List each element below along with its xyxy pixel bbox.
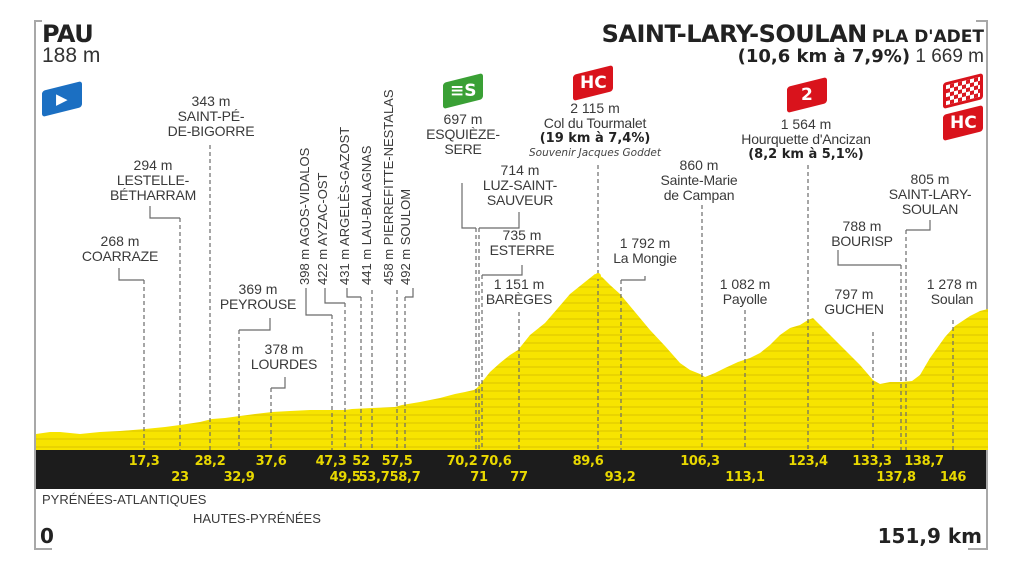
frame-corner <box>34 548 52 550</box>
finish-summit: PLA D'ADET <box>871 27 984 47</box>
label-esterre: 735 m ESTERRE <box>489 227 555 258</box>
km-marker: 93,2 <box>604 470 636 485</box>
frame-corner <box>968 548 988 550</box>
km-marker: 71 <box>470 470 488 485</box>
frame-corner <box>976 20 988 22</box>
label-ayzac-ost: 422 m AYZAC-OST <box>315 172 330 285</box>
distance-start: 0 <box>40 524 54 548</box>
leader-connectors <box>118 183 931 389</box>
start-altitude: 188 m <box>42 44 101 67</box>
km-marker: 123,4 <box>788 454 828 469</box>
km-marker: 53,7 <box>358 470 390 485</box>
label-la-mongie: 1 792 m La Mongie <box>613 235 677 266</box>
km-marker: 138,7 <box>904 454 944 469</box>
finish-climb: (10,6 km à 7,9%) <box>737 46 911 67</box>
region-hautes-pyrenees: HAUTES-PYRÉNÉES <box>193 511 321 526</box>
km-marker: 113,1 <box>725 470 765 485</box>
label-pierrefitte: 458 m PIERREFITTE-NESTALAS <box>381 89 396 285</box>
label-peyrouse: 369 m PEYROUSE <box>219 281 297 312</box>
km-marker: 58,7 <box>389 470 421 485</box>
label-coarraze: 268 m COARRAZE <box>81 233 159 264</box>
km-marker: 32,9 <box>223 470 255 485</box>
label-guchen: 797 m GUCHEN <box>824 286 884 317</box>
label-saint-lary-soulan: 805 m SAINT-LARY- SOULAN <box>888 171 972 217</box>
km-marker: 133,3 <box>852 454 892 469</box>
km-marker: 28,2 <box>194 454 226 469</box>
distance-total: 151,9 km <box>877 524 982 548</box>
label-agos-vidalos: 398 m AGOS-VIDALOS <box>297 147 312 285</box>
label-tourmalet: 2 115 m Col du Tourmalet (19 km à 7,4%) Sou… <box>528 100 662 160</box>
km-marker: 89,6 <box>572 454 604 469</box>
km-marker: 77 <box>510 470 528 485</box>
km-marker: 49,5 <box>329 470 361 485</box>
summit-dot <box>595 273 601 279</box>
label-payolle: 1 082 m Payolle <box>719 276 771 307</box>
profile-area <box>36 274 988 450</box>
finish-altitude: 1 669 m <box>915 46 984 67</box>
finish-header: SAINT-LARY-SOULAN PLA D'ADET (10,6 km à … <box>602 20 984 68</box>
km-marker: 17,3 <box>128 454 160 469</box>
label-esquieze: 697 m ESQUIÈZE- SERE <box>426 111 500 157</box>
label-luz-saint-sauveur: 714 m LUZ-SAINT- SAUVEUR <box>482 162 558 208</box>
km-marker: 70,6 <box>480 454 512 469</box>
label-lau-balagnas: 441 m LAU-BALAGNAS <box>359 145 374 285</box>
km-marker: 70,2 <box>446 454 478 469</box>
start-town: PAU <box>42 20 94 48</box>
label-soulom: 492 m SOULOM <box>398 188 413 285</box>
km-marker: 23 <box>171 470 189 485</box>
km-band <box>36 450 986 489</box>
label-bourisp: 788 m BOURISP <box>831 218 893 249</box>
label-argeles-gazost: 431 m ARGELÈS-GAZOST <box>337 126 352 285</box>
label-sainte-marie-de-campan: 860 m Sainte-Marie de Campan <box>660 157 738 203</box>
km-marker: 47,3 <box>315 454 347 469</box>
km-marker: 146 <box>939 470 967 485</box>
km-marker: 57,5 <box>381 454 413 469</box>
label-saint-pe: 343 m SAINT-PÉ- DE-BIGORRE <box>167 93 255 139</box>
finish-town: SAINT-LARY-SOULAN <box>601 20 868 48</box>
label-hourquette: 1 564 m Hourquette d'Ancizan (8,2 km à 5,1… <box>741 116 871 163</box>
frame-corner <box>34 20 42 22</box>
km-marker: 106,3 <box>680 454 720 469</box>
label-lestelle: 294 m LESTELLE- BÉTHARRAM <box>109 157 197 203</box>
label-lourdes: 378 m LOURDES <box>250 341 318 372</box>
frame-left <box>34 20 36 550</box>
frame-right <box>986 20 988 550</box>
km-marker: 52 <box>352 454 370 469</box>
region-pyrenees-atlantiques: PYRÉNÉES-ATLANTIQUES <box>42 492 207 507</box>
label-soulan: 1 278 m Soulan <box>926 276 978 307</box>
km-marker: 137,8 <box>876 470 916 485</box>
km-marker: 37,6 <box>255 454 287 469</box>
label-bareges: 1 151 m BARÈGES <box>485 276 553 307</box>
leader-lines <box>143 145 954 450</box>
